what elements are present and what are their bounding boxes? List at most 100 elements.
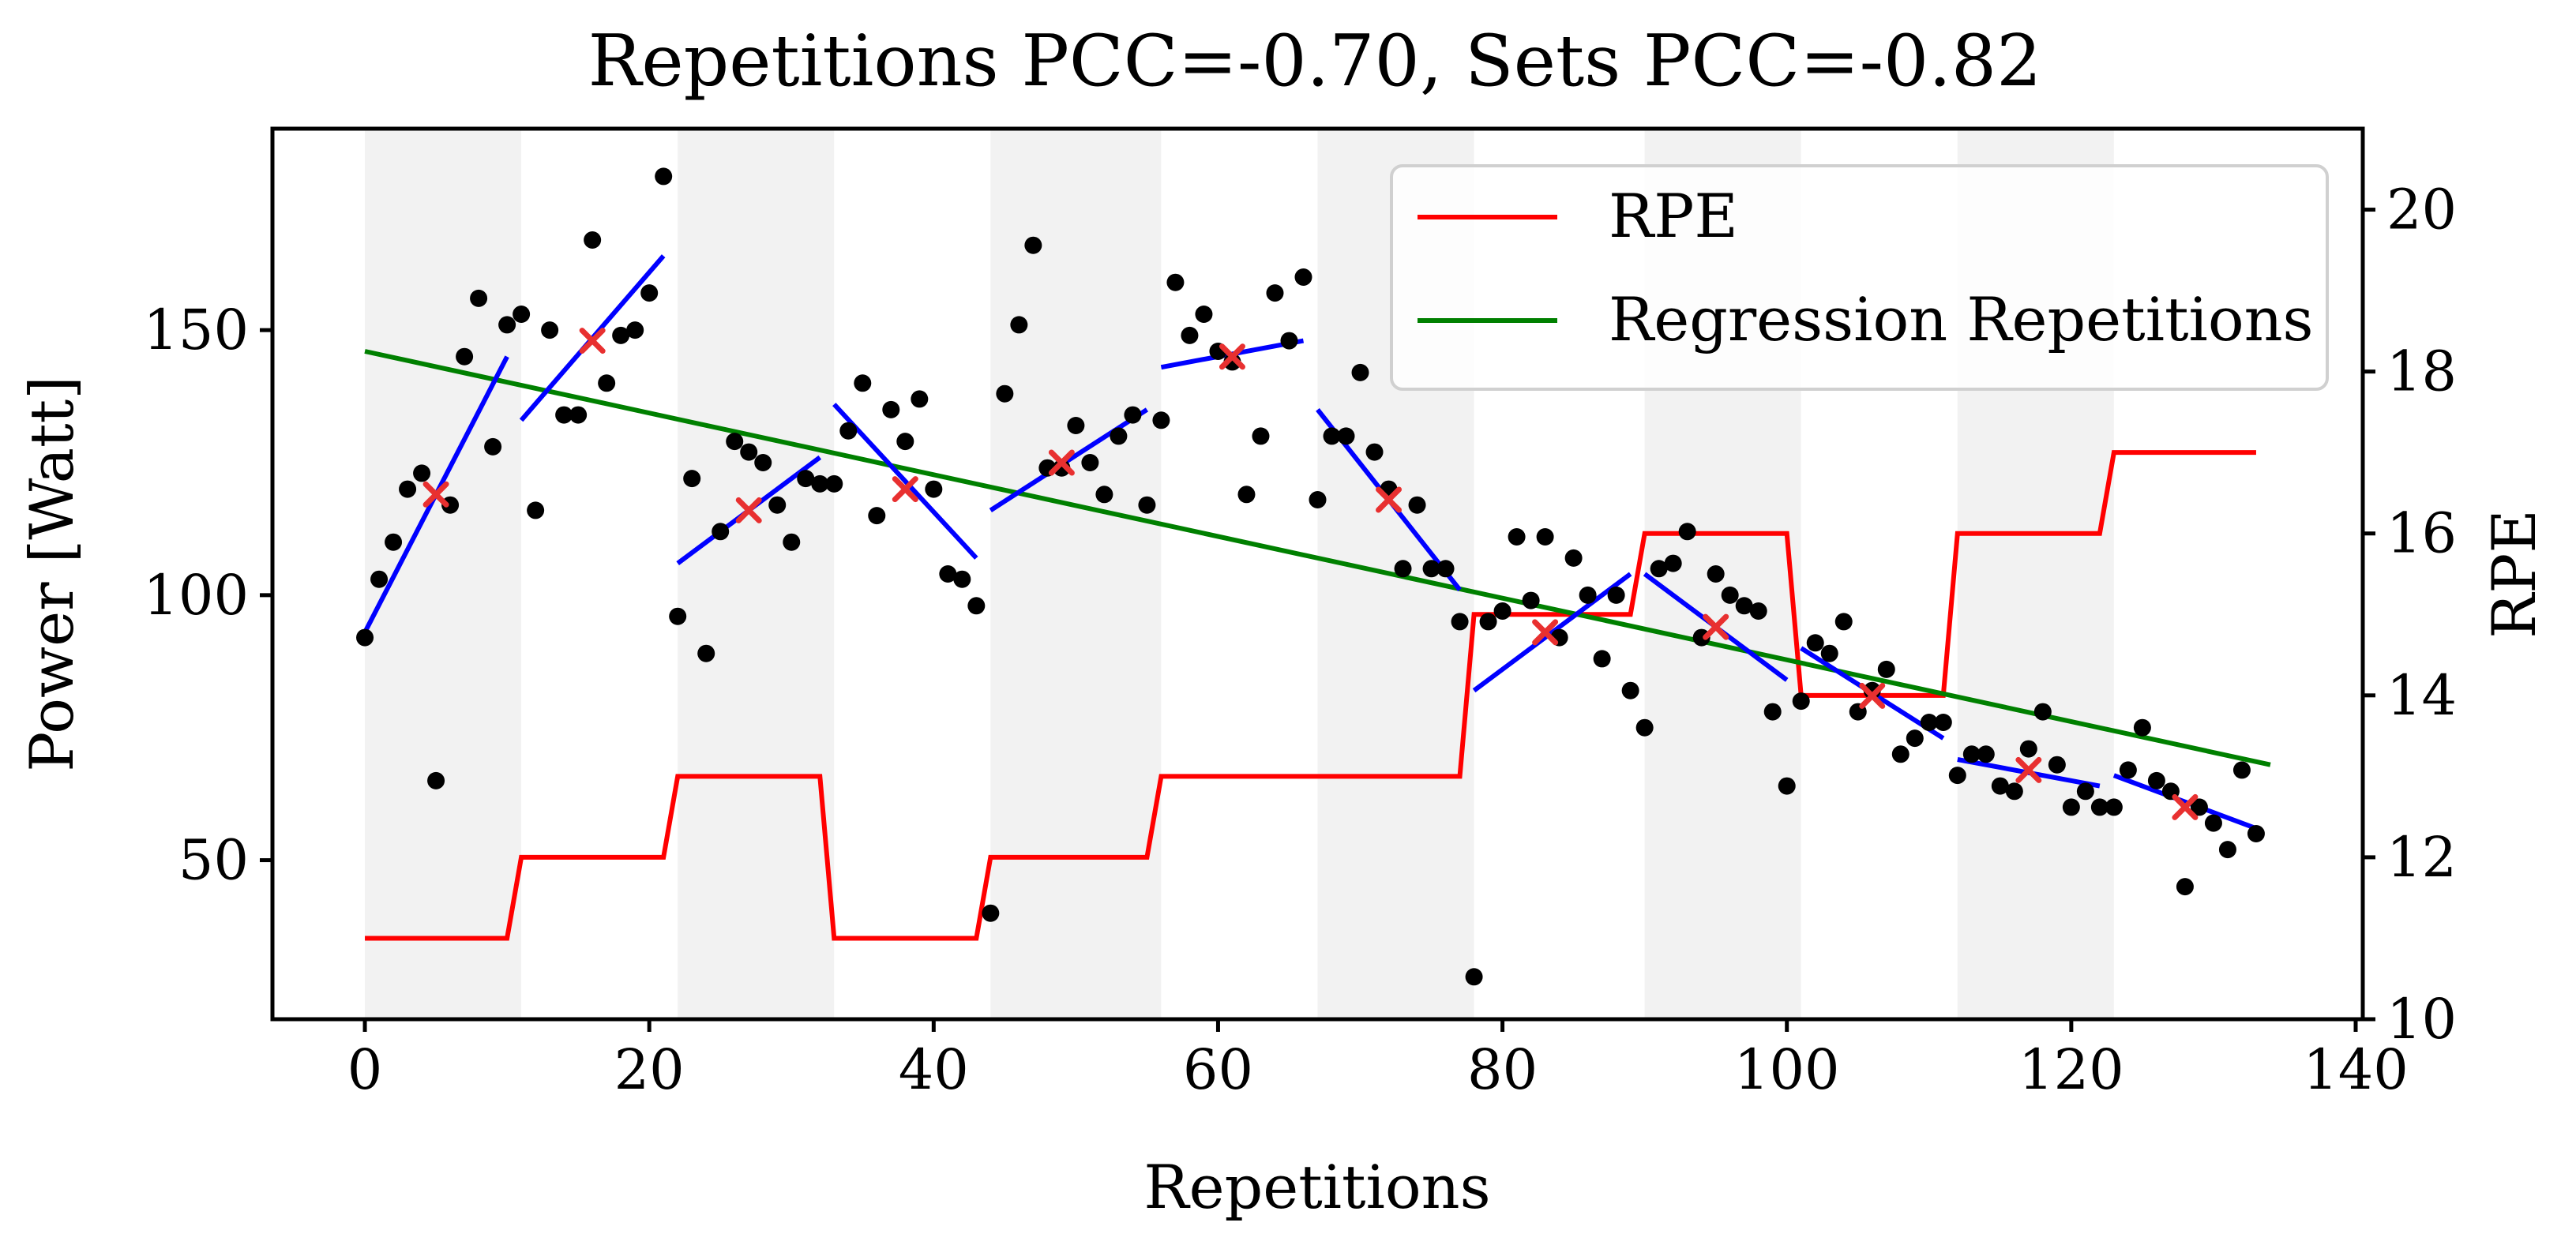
data-point bbox=[683, 470, 701, 488]
data-point bbox=[1465, 968, 1483, 986]
set-shading-band bbox=[365, 129, 522, 1019]
set-mean-marker bbox=[579, 328, 606, 354]
data-point bbox=[1351, 363, 1369, 381]
data-point bbox=[498, 316, 516, 334]
x-axis-ticks: 0 20 40 60 80 100 120 140 bbox=[347, 1019, 2409, 1102]
data-point bbox=[2232, 761, 2251, 779]
data-point bbox=[385, 533, 403, 551]
x-tick-label: 60 bbox=[1183, 1037, 1253, 1102]
data-point bbox=[939, 565, 957, 583]
data-point bbox=[1365, 443, 1384, 461]
data-point bbox=[982, 904, 1000, 922]
data-point bbox=[1508, 528, 1526, 546]
data-point bbox=[726, 433, 744, 451]
chart-title: Repetitions PCC=-0.70, Sets PCC=-0.82 bbox=[588, 20, 2042, 103]
data-point bbox=[1820, 644, 1838, 662]
y-tick-label: 100 bbox=[143, 563, 249, 628]
legend: RPE Regression Repetitions bbox=[1390, 164, 2329, 391]
set-means-group bbox=[422, 328, 2199, 820]
data-point bbox=[740, 443, 758, 461]
set-mean-marker bbox=[2172, 793, 2199, 820]
data-point bbox=[754, 454, 772, 471]
data-point bbox=[456, 347, 474, 366]
data-points-group bbox=[356, 167, 2265, 986]
data-point bbox=[811, 474, 829, 493]
data-point bbox=[2204, 814, 2222, 832]
y2-tick-label: 18 bbox=[2386, 339, 2457, 404]
data-point bbox=[1124, 406, 1142, 424]
data-point bbox=[1707, 565, 1725, 583]
data-point bbox=[626, 321, 644, 339]
data-point bbox=[1152, 411, 1170, 429]
data-point bbox=[1266, 284, 1284, 302]
regression-line-group bbox=[364, 349, 2271, 767]
data-point bbox=[1621, 681, 1639, 699]
data-point bbox=[953, 570, 971, 588]
data-point bbox=[1934, 714, 1952, 731]
data-point bbox=[1081, 454, 1099, 471]
data-point bbox=[2062, 798, 2080, 816]
data-point bbox=[356, 628, 374, 647]
x-tick-label: 20 bbox=[614, 1037, 685, 1102]
data-point bbox=[2105, 798, 2123, 816]
data-point bbox=[1664, 554, 1682, 572]
data-point bbox=[427, 771, 445, 789]
data-point bbox=[996, 384, 1014, 403]
data-point bbox=[868, 507, 886, 525]
data-point bbox=[2133, 718, 2151, 737]
set-mean-marker bbox=[1859, 682, 1886, 709]
data-point bbox=[1564, 549, 1583, 567]
data-point bbox=[1422, 560, 1440, 578]
data-point bbox=[911, 390, 929, 408]
set-mean-marker bbox=[892, 476, 918, 503]
y-axis-ticks: 50 100 150 bbox=[143, 298, 272, 893]
set-mean-marker bbox=[1532, 619, 1559, 646]
data-point bbox=[1408, 496, 1426, 514]
data-point bbox=[470, 289, 488, 307]
set-regression-line bbox=[989, 407, 1149, 512]
data-point bbox=[1962, 745, 1981, 763]
set-mean-marker bbox=[735, 497, 762, 523]
data-point bbox=[413, 464, 431, 482]
data-point bbox=[1536, 528, 1554, 546]
data-point bbox=[882, 400, 900, 418]
x-axis-label: Repetitions bbox=[1143, 1152, 1490, 1222]
x-tick-label: 0 bbox=[347, 1037, 383, 1102]
data-point bbox=[1309, 491, 1327, 508]
data-point bbox=[854, 374, 872, 392]
data-point bbox=[584, 231, 602, 249]
data-point bbox=[1877, 660, 1895, 678]
data-point bbox=[1721, 586, 1739, 604]
data-point bbox=[1479, 613, 1497, 631]
x-tick-label: 80 bbox=[1467, 1037, 1538, 1102]
data-point bbox=[484, 437, 502, 456]
data-point bbox=[1920, 714, 1938, 731]
data-point bbox=[797, 470, 815, 488]
y2-tick-label: 12 bbox=[2386, 825, 2457, 890]
data-point bbox=[967, 597, 986, 615]
data-point bbox=[1522, 591, 1540, 609]
plot-frame bbox=[270, 126, 2365, 1022]
data-point bbox=[712, 523, 730, 541]
data-point bbox=[2048, 756, 2066, 774]
data-point bbox=[2147, 771, 2165, 789]
set-mean-marker bbox=[1048, 449, 1075, 476]
data-point bbox=[1237, 486, 1256, 504]
data-point bbox=[2119, 761, 2137, 779]
y2-tick-label: 20 bbox=[2386, 178, 2457, 242]
data-point bbox=[1593, 650, 1611, 668]
data-point bbox=[2190, 798, 2208, 816]
data-point bbox=[1678, 523, 1696, 541]
x-tick-label: 140 bbox=[2303, 1037, 2409, 1102]
data-point bbox=[541, 321, 559, 339]
data-point bbox=[513, 306, 531, 323]
data-point bbox=[1294, 268, 1312, 286]
data-point bbox=[825, 474, 843, 493]
data-point bbox=[1436, 560, 1455, 578]
data-point bbox=[612, 326, 630, 344]
data-point bbox=[1337, 427, 1355, 445]
data-point bbox=[839, 422, 858, 440]
data-point bbox=[768, 496, 787, 514]
data-point bbox=[2033, 703, 2052, 721]
data-point bbox=[1607, 586, 1625, 604]
